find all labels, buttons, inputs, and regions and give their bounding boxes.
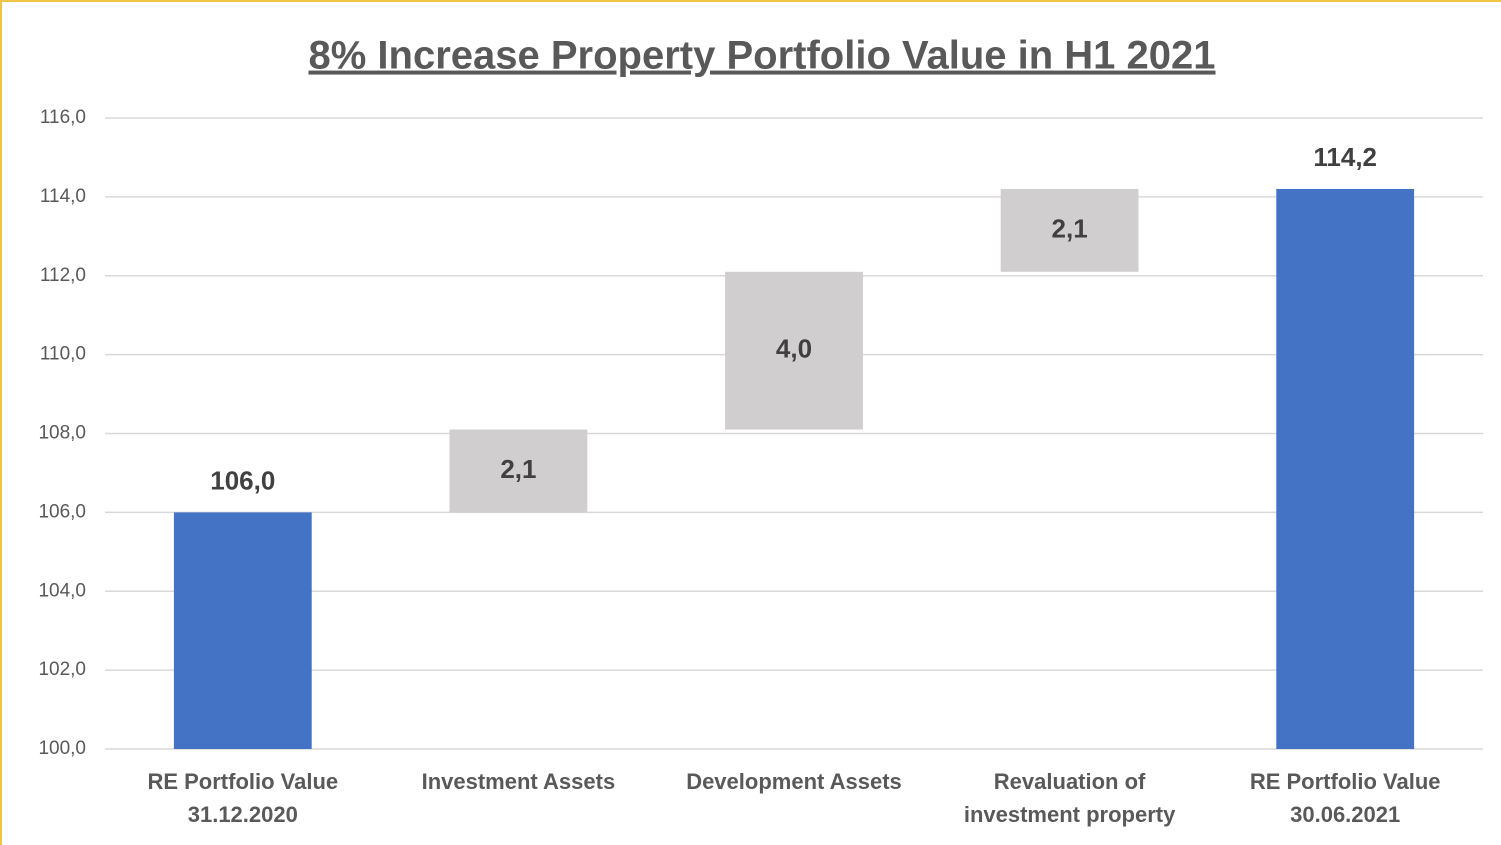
y-tick-label: 112,0 [40, 265, 86, 286]
bar [725, 271, 863, 430]
y-tick-label: 106,0 [38, 501, 86, 522]
data-label: 2,1 [1052, 213, 1088, 243]
bar [1000, 188, 1139, 272]
x-tick-label: Development Assets [686, 769, 902, 794]
x-tick-label: Investment Assets [421, 769, 616, 794]
y-tick-label: 102,0 [38, 659, 86, 680]
y-tick-label: 108,0 [38, 423, 86, 444]
y-tick-label: 116,0 [40, 107, 86, 128]
bar [1276, 188, 1415, 750]
y-tick-label: 104,0 [38, 580, 86, 601]
data-label: 2,1 [500, 454, 536, 484]
y-tick-label: 110,0 [40, 344, 86, 365]
data-label: 4,0 [776, 334, 812, 364]
chart-title: 8% Increase Property Portfolio Value in … [308, 34, 1215, 78]
bar [449, 429, 588, 513]
y-tick-label: 100,0 [38, 738, 86, 759]
x-tick-label: Revaluation of investment property [963, 769, 1176, 827]
bar [173, 512, 312, 749]
x-tick-label: RE Portfolio Value 31.12.2020 [147, 769, 339, 827]
x-tick-label: RE Portfolio Value 30.06.2021 [1249, 769, 1441, 827]
data-label: 106,0 [210, 465, 275, 495]
y-tick-label: 114,0 [40, 186, 86, 207]
data-label: 114,2 [1313, 142, 1377, 172]
